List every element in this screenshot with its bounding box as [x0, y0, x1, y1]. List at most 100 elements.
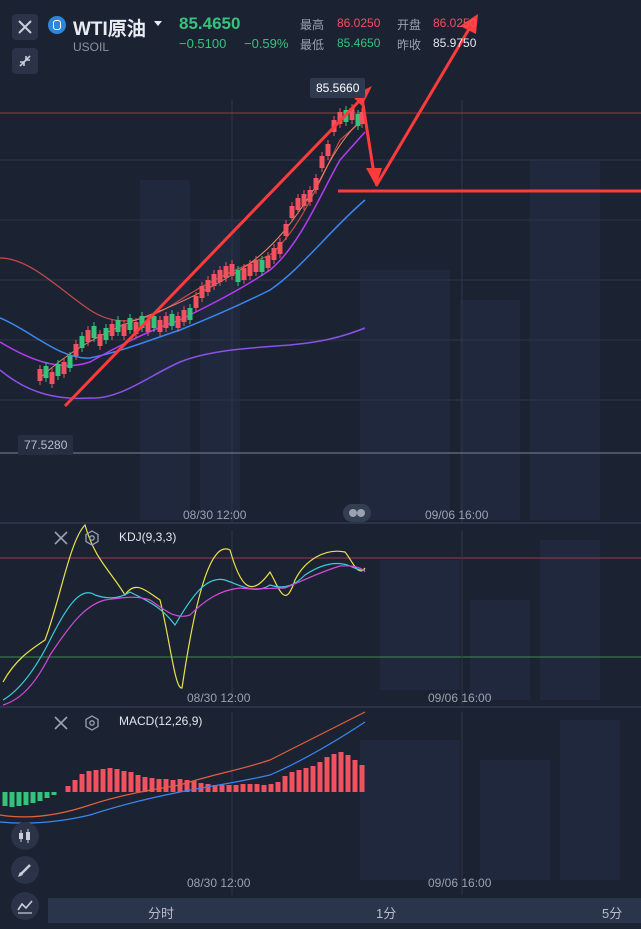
kdj-label: KDJ(9,3,3)	[119, 530, 177, 544]
macd-histogram	[2, 752, 365, 807]
macd-bar	[107, 768, 113, 792]
candle-body	[91, 326, 97, 338]
macd-bar	[163, 779, 169, 792]
macd-bar	[191, 781, 197, 792]
time-label: 08/30 12:00	[187, 876, 251, 890]
macd-bar	[219, 785, 225, 792]
macd-bar	[72, 780, 78, 792]
symbol-logo-icon	[48, 16, 66, 34]
high-label: 最高	[300, 18, 325, 32]
kdj-j-line	[2, 523, 366, 689]
period-tab-bar: 分时 1分 5分	[48, 898, 641, 923]
kdj-lines	[2, 523, 366, 706]
candle-body	[217, 270, 223, 282]
macd-bar	[268, 784, 274, 792]
candle-body	[301, 194, 307, 206]
candle-body	[139, 316, 145, 328]
price-change-pct: −0.59%	[244, 36, 289, 51]
candle-body	[97, 334, 103, 346]
candle-body	[85, 330, 91, 342]
candle-body	[349, 108, 355, 120]
draw-tool-button[interactable]	[11, 856, 39, 884]
macd-bar	[79, 774, 85, 792]
close-icon[interactable]	[54, 716, 68, 730]
shrink-button[interactable]	[12, 48, 38, 74]
candles-tool-button[interactable]	[11, 822, 39, 850]
settings-icon[interactable]	[84, 715, 100, 731]
candle-body	[247, 264, 253, 276]
high-value: 86.0250	[337, 16, 381, 30]
candle-body	[355, 114, 361, 126]
macd-bar	[135, 775, 141, 792]
symbol-name[interactable]: WTI原油	[73, 19, 146, 40]
macd-bar	[303, 768, 309, 792]
close-button[interactable]	[12, 14, 38, 40]
indicator-tool-button[interactable]	[11, 892, 39, 920]
macd-bar	[37, 792, 43, 801]
macd-bar	[345, 755, 351, 792]
candle-body	[253, 260, 259, 272]
macd-bar	[261, 785, 267, 792]
macd-bar	[233, 785, 239, 792]
macd-label: MACD(12,26,9)	[119, 714, 203, 728]
macd-bar	[247, 784, 253, 792]
macd-bar	[86, 771, 92, 792]
prev-close-label: 昨收	[397, 38, 422, 52]
tab-timeshare[interactable]: 分时	[148, 906, 175, 921]
macd-bar	[310, 766, 316, 792]
time-label: 08/30 12:00	[183, 508, 247, 522]
low-value: 85.4650	[337, 36, 381, 50]
macd-bar	[212, 785, 218, 792]
candle-body	[181, 310, 187, 322]
symbol-code: USOIL	[73, 40, 110, 54]
candle-body	[289, 206, 295, 218]
candle-body	[223, 266, 229, 278]
macd-bar	[184, 780, 190, 792]
macd-bar	[205, 784, 211, 792]
candle-body	[79, 336, 85, 348]
macd-bar	[331, 754, 337, 792]
candle-body	[359, 112, 365, 124]
min-price-tag: 77.5280	[18, 435, 74, 455]
close-icon	[18, 20, 32, 34]
macd-bar	[128, 772, 134, 792]
candle-body	[163, 316, 169, 328]
candle-body	[175, 316, 181, 328]
candle-body	[241, 268, 247, 280]
last-price: 85.4650	[179, 14, 241, 33]
macd-bar	[352, 760, 358, 792]
candle-body	[109, 324, 115, 336]
candle-body	[277, 242, 283, 254]
macd-bar	[324, 757, 330, 792]
candle-body	[151, 316, 157, 328]
close-icon[interactable]	[54, 531, 68, 545]
macd-bar	[93, 770, 99, 792]
candle-body	[103, 328, 109, 340]
kdj-d-line	[2, 565, 366, 706]
pane-toggle-button[interactable]	[343, 504, 371, 522]
macd-bar	[44, 792, 50, 798]
macd-bar	[65, 786, 71, 792]
macd-bar	[121, 771, 127, 792]
tab-1min[interactable]: 1分	[376, 906, 397, 921]
macd-bar	[114, 769, 120, 792]
candle-body	[73, 344, 79, 356]
macd-bar	[23, 792, 29, 805]
candle-body	[211, 274, 217, 286]
candle-body	[325, 144, 331, 156]
candle-body	[337, 112, 343, 124]
dropdown-arrow-icon[interactable]	[154, 21, 162, 26]
candle-body	[49, 372, 55, 384]
candle-body	[187, 308, 193, 320]
time-label: 09/06 16:00	[425, 508, 489, 522]
macd-bar	[16, 792, 22, 806]
candle-body	[127, 318, 133, 330]
settings-icon[interactable]	[84, 530, 100, 546]
tab-5min[interactable]: 5分	[602, 906, 623, 921]
time-label: 08/30 12:00	[187, 691, 251, 705]
candles-icon	[19, 829, 30, 843]
candle-body	[235, 270, 241, 282]
candle-body	[319, 156, 325, 168]
macd-bar	[9, 792, 15, 807]
